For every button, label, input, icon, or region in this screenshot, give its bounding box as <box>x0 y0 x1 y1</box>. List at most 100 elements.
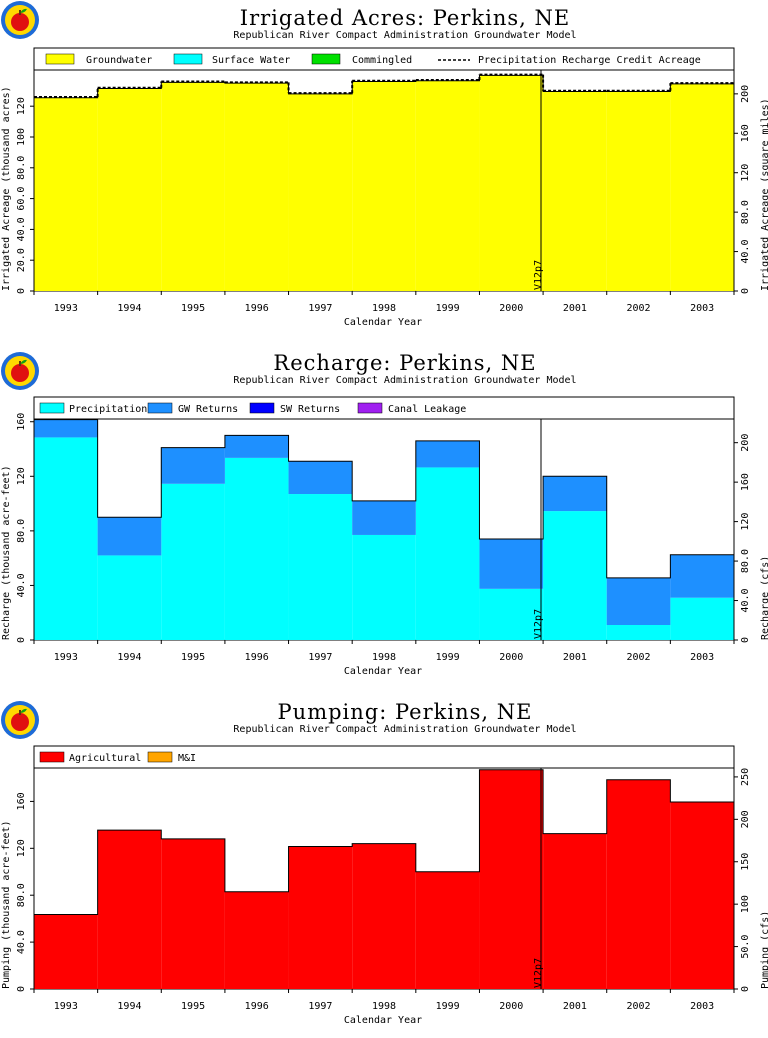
area-precipitation-1993 <box>34 437 98 640</box>
x-tick-label-2001: 2001 <box>563 1001 587 1012</box>
x-axis-label: Calendar Year <box>344 1015 422 1026</box>
y2-tick-label: 40.0 <box>740 240 751 264</box>
area-groundwater-1998 <box>352 81 416 291</box>
area-precipitation-1995 <box>161 483 225 640</box>
chart-subtitle: Republican River Compact Administration … <box>233 724 576 735</box>
area-precipitation-1994 <box>97 555 162 640</box>
area-groundwater-1994 <box>97 88 162 291</box>
pumping-chart: Pumping: Perkins, NE Republican River Co… <box>1 700 768 1026</box>
y2-tick-label: 0 <box>740 986 751 992</box>
area-gw-returns-1996 <box>224 435 289 458</box>
x-tick-label-2002: 2002 <box>626 1001 650 1012</box>
legend-swatch-precipitation <box>39 402 65 414</box>
x-tick-label-1999: 1999 <box>436 303 460 314</box>
y-tick-label: 0 <box>16 986 27 992</box>
y-axis-right: 0 40.0 80.0 120 160 200 <box>734 434 751 643</box>
y2-tick-label: 0 <box>740 637 751 643</box>
area-gw-returns-1994 <box>97 517 162 556</box>
area-precipitation-1996 <box>224 457 289 640</box>
area-agricultural-2000 <box>479 769 544 989</box>
y2-tick-label: 250 <box>740 768 751 786</box>
model-version-stamp: V12p7 <box>533 260 544 290</box>
y-axis-label: Pumping (thousand acre-feet) <box>1 820 12 989</box>
apple-logo <box>1 352 39 390</box>
area-layer <box>34 769 734 989</box>
y-tick-label: 0 <box>16 288 27 294</box>
y-tick-label: 120 <box>16 97 27 115</box>
y2-tick-label: 100 <box>740 895 751 913</box>
y2-tick-label: 0 <box>740 288 751 294</box>
x-tick-label-1999: 1999 <box>436 652 460 663</box>
apple-logo <box>1 701 39 739</box>
area-agricultural-1996 <box>224 891 289 989</box>
y-tick-label: 120 <box>16 839 27 857</box>
y2-axis-label: Recharge (cfs) <box>760 556 768 640</box>
area-gw-returns-1997 <box>288 461 353 495</box>
legend-label-m-and-i: M&I <box>178 753 196 764</box>
plot-area: V12p7 <box>33 69 735 292</box>
overlay-layer <box>33 419 735 640</box>
area-gw-returns-1993 <box>34 419 98 438</box>
x-tick-label-1993: 1993 <box>54 1001 78 1012</box>
overlay-layer <box>33 769 735 989</box>
y2-tick-label: 120 <box>740 513 751 531</box>
x-tick-label-1993: 1993 <box>54 303 78 314</box>
overlay-layer <box>33 73 735 291</box>
area-agricultural-1998 <box>352 843 416 989</box>
x-tick-label-1999: 1999 <box>436 1001 460 1012</box>
irrigated-acres-chart: Irrigated Acres: Perkins, NE Republican … <box>1 1 768 328</box>
y2-axis-label: Pumping (cfs) <box>760 911 768 989</box>
chart-title: Pumping: Perkins, NE <box>278 700 533 724</box>
chart-subtitle: Republican River Compact Administration … <box>233 30 576 41</box>
area-groundwater-2003 <box>670 83 734 291</box>
y2-tick-label: 50.0 <box>740 935 751 959</box>
chart-title: Irrigated Acres: Perkins, NE <box>240 6 570 30</box>
x-tick-label-1995: 1995 <box>181 1001 205 1012</box>
x-tick-label-2002: 2002 <box>626 652 650 663</box>
legend-label-commingled: Commingled <box>352 55 412 66</box>
area-precipitation-2003 <box>670 597 734 640</box>
legend-swatch-surface-water <box>173 53 203 65</box>
legend-label-gw-returns: GW Returns <box>178 404 238 415</box>
legend-label-canal-leakage: Canal Leakage <box>388 404 466 415</box>
x-tick-label-1998: 1998 <box>372 652 396 663</box>
x-tick-label-1996: 1996 <box>245 303 269 314</box>
recharge-chart: Recharge: Perkins, NE Republican River C… <box>1 351 768 677</box>
y-axis-left: 0 40.0 80.0 120 160 <box>16 413 34 643</box>
y-tick-label: 160 <box>16 413 27 431</box>
legend-swatch-canal-leakage <box>357 402 383 414</box>
x-tick-label-1997: 1997 <box>308 1001 332 1012</box>
y2-tick-label: 80.0 <box>740 549 751 573</box>
legend: Precipitation GW Returns SW Returns Cana… <box>33 396 735 420</box>
y-tick-label: 20.0 <box>16 248 27 272</box>
y-axis-left: 0 40.0 80.0 120 160 <box>16 792 34 992</box>
y2-tick-label: 160 <box>740 124 751 142</box>
y-tick-label: 40.0 <box>16 930 27 954</box>
x-tick-label-1994: 1994 <box>117 1001 141 1012</box>
x-tick-label-1996: 1996 <box>245 652 269 663</box>
area-precipitation-1998 <box>352 534 416 640</box>
legend-label-surface-water: Surface Water <box>212 55 290 66</box>
legend-label-precipitation: Precipitation <box>69 404 147 415</box>
area-groundwater-2002 <box>606 91 671 291</box>
legend-swatch-agricultural <box>39 751 65 763</box>
recharge-panel: Recharge: Perkins, NE Republican River C… <box>0 349 768 689</box>
y2-tick-label: 200 <box>740 85 751 103</box>
area-agricultural-2001 <box>543 833 607 989</box>
legend-swatch-sw-returns <box>249 402 275 414</box>
y-axis-right: 0 50.0 100 150 200 250 <box>734 768 751 992</box>
legend-label-groundwater: Groundwater <box>86 55 152 66</box>
legend-swatch-gw-returns <box>147 402 173 414</box>
x-tick-label-1996: 1996 <box>245 1001 269 1012</box>
area-groundwater-1993 <box>34 97 98 291</box>
area-gw-returns-1995 <box>161 447 225 484</box>
area-agricultural-2003 <box>670 802 734 989</box>
model-version-stamp: V12p7 <box>533 609 544 639</box>
area-groundwater-1995 <box>161 82 225 291</box>
y-tick-label: 120 <box>16 467 27 485</box>
area-agricultural-1995 <box>161 838 225 989</box>
area-gw-returns-2001 <box>543 476 607 512</box>
area-agricultural-1994 <box>97 830 162 989</box>
area-groundwater-1999 <box>415 80 480 291</box>
legend: Groundwater Surface Water Commingled Pre… <box>33 47 735 71</box>
